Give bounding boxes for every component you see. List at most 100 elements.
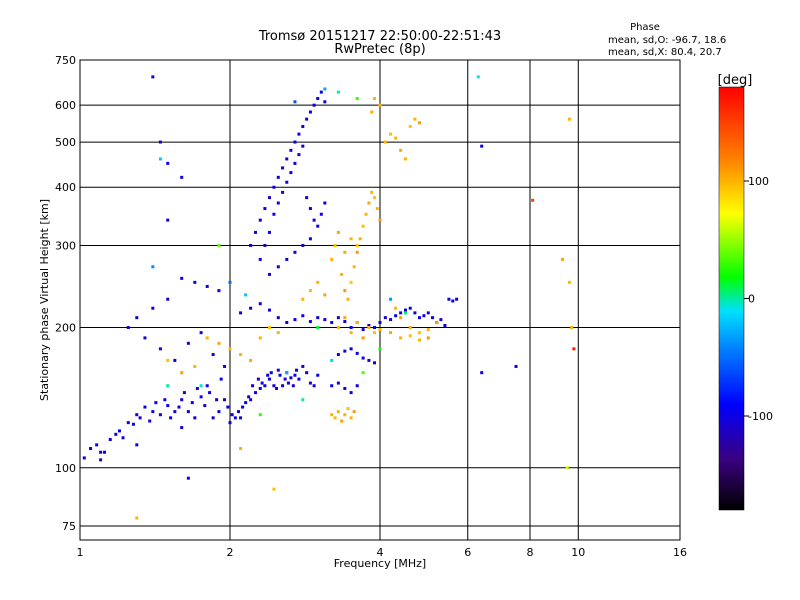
echo-point — [361, 371, 365, 375]
colorbar — [718, 86, 745, 511]
echo-point — [301, 297, 305, 301]
echo-point — [378, 103, 382, 107]
echo-point — [239, 311, 243, 315]
echo-point — [364, 212, 368, 216]
x-tick-label: 2 — [227, 546, 234, 559]
echo-point — [131, 422, 135, 426]
echo-point — [408, 124, 412, 128]
echo-point — [223, 398, 227, 402]
echo-point — [239, 447, 243, 451]
echo-point — [258, 336, 262, 340]
echo-point — [135, 316, 139, 320]
echo-point — [193, 280, 197, 284]
chart-subtitle: RwPretec (8p) — [334, 42, 425, 57]
echo-point — [439, 318, 443, 322]
echo-point — [158, 347, 162, 351]
echo-points — [82, 75, 576, 520]
echo-point — [211, 353, 215, 357]
echo-point — [352, 265, 356, 269]
echo-point — [276, 265, 280, 269]
y-tick-label: 600 — [55, 99, 76, 112]
echo-point — [399, 336, 403, 340]
echo-point — [269, 371, 273, 375]
echo-point — [343, 413, 347, 417]
echo-point — [308, 320, 312, 324]
echo-point — [199, 331, 203, 335]
echo-point — [297, 377, 301, 381]
echo-point — [267, 272, 271, 276]
echo-point — [426, 328, 430, 332]
echo-point — [343, 250, 347, 254]
echo-point — [217, 341, 221, 345]
echo-point — [199, 395, 203, 399]
echo-point — [355, 321, 359, 325]
echo-point — [217, 410, 221, 414]
echo-point — [135, 516, 139, 520]
echo-point — [305, 117, 309, 121]
phase-stats-o: mean, sd,O: -96.7, 18.6 — [608, 35, 726, 46]
echo-point — [203, 404, 207, 408]
y-tick-label: 750 — [55, 54, 76, 67]
echo-point — [408, 326, 412, 330]
echo-point — [399, 311, 403, 315]
echo-point — [361, 356, 365, 360]
echo-point — [349, 280, 353, 284]
echo-point — [514, 364, 518, 368]
echo-point — [258, 413, 262, 417]
echo-point — [408, 306, 412, 310]
x-tick-label: 16 — [673, 546, 687, 559]
echo-point — [308, 381, 312, 385]
echo-point — [413, 117, 417, 121]
echo-point — [336, 316, 340, 320]
echo-point — [367, 201, 371, 205]
echo-point — [217, 243, 221, 247]
echo-point — [316, 316, 320, 320]
plot-frame — [79, 59, 681, 541]
echo-point — [389, 331, 393, 335]
colorbar-tick-labels: -100 0 100 — [744, 175, 773, 423]
echo-point — [336, 326, 340, 330]
echo-point — [383, 316, 387, 320]
echo-point — [103, 450, 107, 454]
echo-point — [301, 398, 305, 402]
echo-point — [249, 306, 253, 310]
echo-point — [272, 212, 276, 216]
echo-point — [126, 421, 130, 425]
echo-point — [394, 314, 398, 318]
echo-point — [293, 250, 297, 254]
echo-point — [370, 190, 374, 194]
colorbar-tick-label: 100 — [748, 175, 769, 188]
y-tick-label: 100 — [55, 462, 76, 475]
echo-point — [316, 97, 320, 101]
echo-point — [193, 416, 197, 420]
phase-stats-x: mean, sd,X: 80.4, 20.7 — [608, 47, 722, 58]
x-axis-label: Frequency [MHz] — [334, 557, 426, 570]
echo-point — [267, 196, 271, 200]
echo-point — [143, 405, 147, 409]
echo-point — [95, 443, 99, 447]
echo-point — [355, 250, 359, 254]
echo-point — [180, 276, 184, 280]
echo-point — [389, 132, 393, 136]
echo-point — [312, 218, 316, 222]
echo-point — [180, 398, 184, 402]
echo-point — [293, 318, 297, 322]
echo-point — [158, 140, 162, 144]
echo-point — [330, 257, 334, 261]
echo-point — [301, 364, 305, 368]
echo-point — [219, 377, 223, 381]
echo-point — [383, 140, 387, 144]
echo-point — [186, 476, 190, 480]
echo-point — [244, 293, 248, 297]
echo-point — [151, 75, 155, 79]
echo-point — [343, 349, 347, 353]
echo-point — [422, 314, 426, 318]
echo-point — [565, 466, 569, 470]
echo-point — [272, 487, 276, 491]
echo-point — [480, 371, 484, 375]
echo-point — [367, 326, 371, 330]
echo-point — [312, 103, 316, 107]
echo-point — [258, 218, 262, 222]
echo-point — [258, 257, 262, 261]
